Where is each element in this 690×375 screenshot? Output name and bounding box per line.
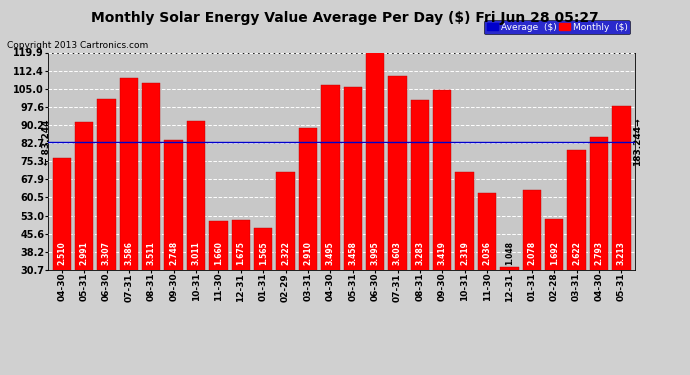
Bar xyxy=(75,122,93,345)
Bar xyxy=(232,220,250,345)
Bar xyxy=(388,76,406,345)
Text: 2.510: 2.510 xyxy=(57,242,66,265)
Bar xyxy=(344,87,362,345)
Bar xyxy=(119,78,138,345)
Bar xyxy=(545,219,564,345)
Text: 3.213: 3.213 xyxy=(617,241,626,265)
Bar xyxy=(321,84,339,345)
Bar xyxy=(52,158,71,345)
Text: 3.458: 3.458 xyxy=(348,241,357,265)
Text: 2.322: 2.322 xyxy=(281,241,290,265)
Text: 1.675: 1.675 xyxy=(236,241,246,265)
Text: Monthly Solar Energy Value Average Per Day ($) Fri Jun 28 05:27: Monthly Solar Energy Value Average Per D… xyxy=(91,11,599,25)
Bar xyxy=(567,150,586,345)
Bar xyxy=(142,83,161,345)
Bar xyxy=(455,172,474,345)
Text: 1.048: 1.048 xyxy=(505,241,514,265)
Bar xyxy=(277,172,295,345)
Text: 2.078: 2.078 xyxy=(527,241,536,265)
Text: 2.991: 2.991 xyxy=(79,241,88,265)
Text: 3.419: 3.419 xyxy=(437,241,447,265)
Text: 1.660: 1.660 xyxy=(214,241,223,265)
Text: 3.495: 3.495 xyxy=(326,242,335,265)
Text: 2.793: 2.793 xyxy=(595,241,604,265)
Bar xyxy=(97,99,116,345)
Bar xyxy=(411,100,429,345)
Bar xyxy=(590,137,608,345)
Text: 2.910: 2.910 xyxy=(304,241,313,265)
Legend: Average  ($), Monthly  ($): Average ($), Monthly ($) xyxy=(484,20,630,34)
Text: 2.748: 2.748 xyxy=(169,241,178,265)
Text: ← 83.244: ← 83.244 xyxy=(41,119,50,165)
Bar xyxy=(164,140,183,345)
Bar xyxy=(299,128,317,345)
Text: 3.283: 3.283 xyxy=(415,241,424,265)
Text: 3.307: 3.307 xyxy=(102,241,111,265)
Bar xyxy=(522,190,541,345)
Bar xyxy=(187,121,205,345)
Text: 2.319: 2.319 xyxy=(460,241,469,265)
Bar xyxy=(433,90,451,345)
Text: 3.603: 3.603 xyxy=(393,241,402,265)
Bar xyxy=(254,228,273,345)
Text: 1.565: 1.565 xyxy=(259,242,268,265)
Text: 3.995: 3.995 xyxy=(371,242,380,265)
Bar xyxy=(500,267,519,345)
Text: 2.036: 2.036 xyxy=(482,241,491,265)
Text: 3.586: 3.586 xyxy=(124,241,133,265)
Text: 3.011: 3.011 xyxy=(192,241,201,265)
Text: 2.622: 2.622 xyxy=(572,241,581,265)
Bar xyxy=(209,221,228,345)
Text: Copyright 2013 Cartronics.com: Copyright 2013 Cartronics.com xyxy=(7,41,148,50)
Text: 183.244→: 183.244→ xyxy=(633,118,642,166)
Bar xyxy=(478,193,496,345)
Text: 1.692: 1.692 xyxy=(550,241,559,265)
Text: 3.511: 3.511 xyxy=(147,242,156,265)
Bar xyxy=(612,105,631,345)
Bar xyxy=(366,47,384,345)
